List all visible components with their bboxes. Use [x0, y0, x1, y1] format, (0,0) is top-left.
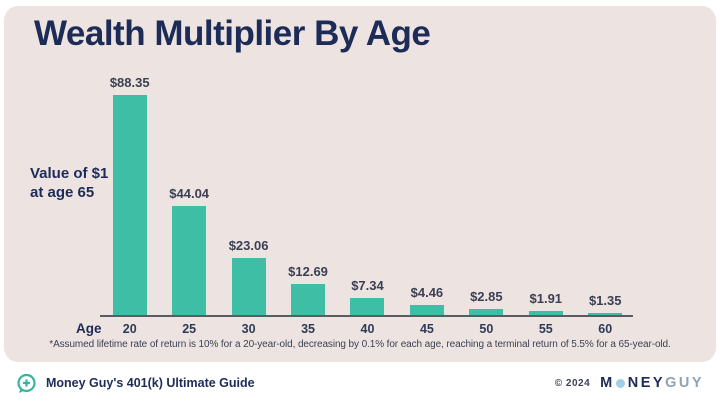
footnote: *Assumed lifetime rate of return is 10% … [49, 339, 671, 350]
x-tick-label: 20 [122, 322, 137, 336]
y-axis-annotation-line1: Value of $1 [30, 165, 109, 182]
bar-value-label: $1.91 [529, 291, 563, 307]
x-axis-ticks: 20 25 30 35 40 45 50 55 60 [100, 322, 635, 336]
footer-right: © 2024 M NEY GUY [555, 375, 704, 391]
x-tick-label: 35 [301, 322, 315, 336]
x-tick-label: 25 [182, 322, 197, 336]
bar-column: $1.91 [516, 70, 575, 316]
footer: Money Guy's 401(k) Ultimate Guide © 2024… [0, 362, 720, 404]
bar-column: $23.06 [219, 70, 278, 316]
bar [588, 312, 623, 316]
moneyguy-logo: M NEY GUY [600, 375, 704, 391]
bar [112, 95, 147, 316]
x-tick-label: 45 [419, 322, 434, 336]
bar-column: $88.35 [100, 70, 159, 316]
bar-value-label: $2.85 [470, 288, 503, 304]
bar-column: $12.69 [278, 70, 337, 316]
x-tick-label: 40 [360, 322, 375, 336]
bar-value-label: $88.35 [109, 75, 150, 90]
bar-value-label: $4.46 [410, 284, 444, 300]
bar [350, 297, 385, 316]
page-title: Wealth Multiplier By Age [34, 14, 431, 53]
footer-left: Money Guy's 401(k) Ultimate Guide [16, 373, 255, 394]
logo-letter-m: M [600, 375, 615, 391]
bar-column: $1.35 [576, 70, 635, 316]
bar [291, 284, 326, 316]
x-tick-label: 55 [538, 322, 553, 336]
x-tick-label: 60 [598, 322, 613, 336]
logo-letters-guy: GUY [665, 375, 704, 391]
bar [231, 258, 266, 316]
logo-letters-ney: NEY [627, 375, 666, 391]
bar-value-label: $1.35 [588, 292, 622, 308]
bar [409, 304, 444, 316]
x-tick-label: 30 [241, 322, 256, 336]
bar [528, 311, 563, 316]
copyright-text: © 2024 [554, 377, 591, 389]
x-tick-label: 50 [479, 322, 494, 336]
bar-chart: $88.35 $44.04 $23.06 $12.69 $7.34 $4.46 $2.85 $… [100, 70, 635, 316]
bar-value-label: $12.69 [288, 264, 328, 280]
bar-value-label: $23.06 [228, 238, 269, 254]
x-axis-line [100, 315, 633, 317]
bar-column: $7.34 [338, 70, 397, 316]
y-axis-annotation-line2: at age 65 [30, 184, 95, 201]
chat-plus-icon [17, 373, 36, 393]
y-axis-annotation: Value of $1 at age 65 [30, 164, 108, 202]
bar-column: $44.04 [159, 70, 218, 316]
logo-o-target-icon [615, 378, 625, 388]
bar-value-label: $44.04 [169, 185, 210, 201]
bar [172, 205, 207, 316]
bar-column: $4.46 [397, 70, 456, 316]
footer-guide-title: Money Guy's 401(k) Ultimate Guide [46, 376, 255, 390]
bar [469, 308, 504, 316]
bar-value-label: $7.34 [351, 277, 384, 293]
x-axis-label: Age [76, 321, 102, 336]
bar-column: $2.85 [457, 70, 516, 316]
